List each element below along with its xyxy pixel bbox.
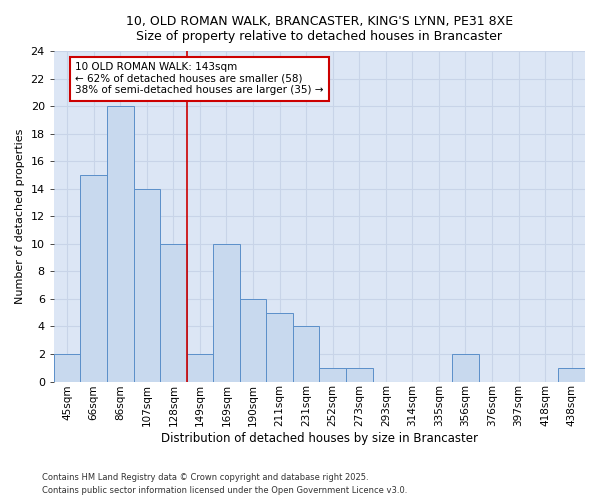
Text: Contains HM Land Registry data © Crown copyright and database right 2025.
Contai: Contains HM Land Registry data © Crown c… xyxy=(42,474,407,495)
Bar xyxy=(160,244,187,382)
Bar xyxy=(54,354,80,382)
Y-axis label: Number of detached properties: Number of detached properties xyxy=(15,128,25,304)
Bar xyxy=(80,175,107,382)
Bar xyxy=(266,312,293,382)
Text: 10 OLD ROMAN WALK: 143sqm
← 62% of detached houses are smaller (58)
38% of semi-: 10 OLD ROMAN WALK: 143sqm ← 62% of detac… xyxy=(75,62,323,96)
Bar xyxy=(559,368,585,382)
Bar xyxy=(346,368,373,382)
Bar xyxy=(240,299,266,382)
Bar xyxy=(452,354,479,382)
Bar xyxy=(213,244,240,382)
Bar xyxy=(107,106,134,382)
Bar xyxy=(187,354,213,382)
Bar xyxy=(134,189,160,382)
Bar xyxy=(293,326,319,382)
Title: 10, OLD ROMAN WALK, BRANCASTER, KING'S LYNN, PE31 8XE
Size of property relative : 10, OLD ROMAN WALK, BRANCASTER, KING'S L… xyxy=(126,15,513,43)
Bar xyxy=(319,368,346,382)
X-axis label: Distribution of detached houses by size in Brancaster: Distribution of detached houses by size … xyxy=(161,432,478,445)
